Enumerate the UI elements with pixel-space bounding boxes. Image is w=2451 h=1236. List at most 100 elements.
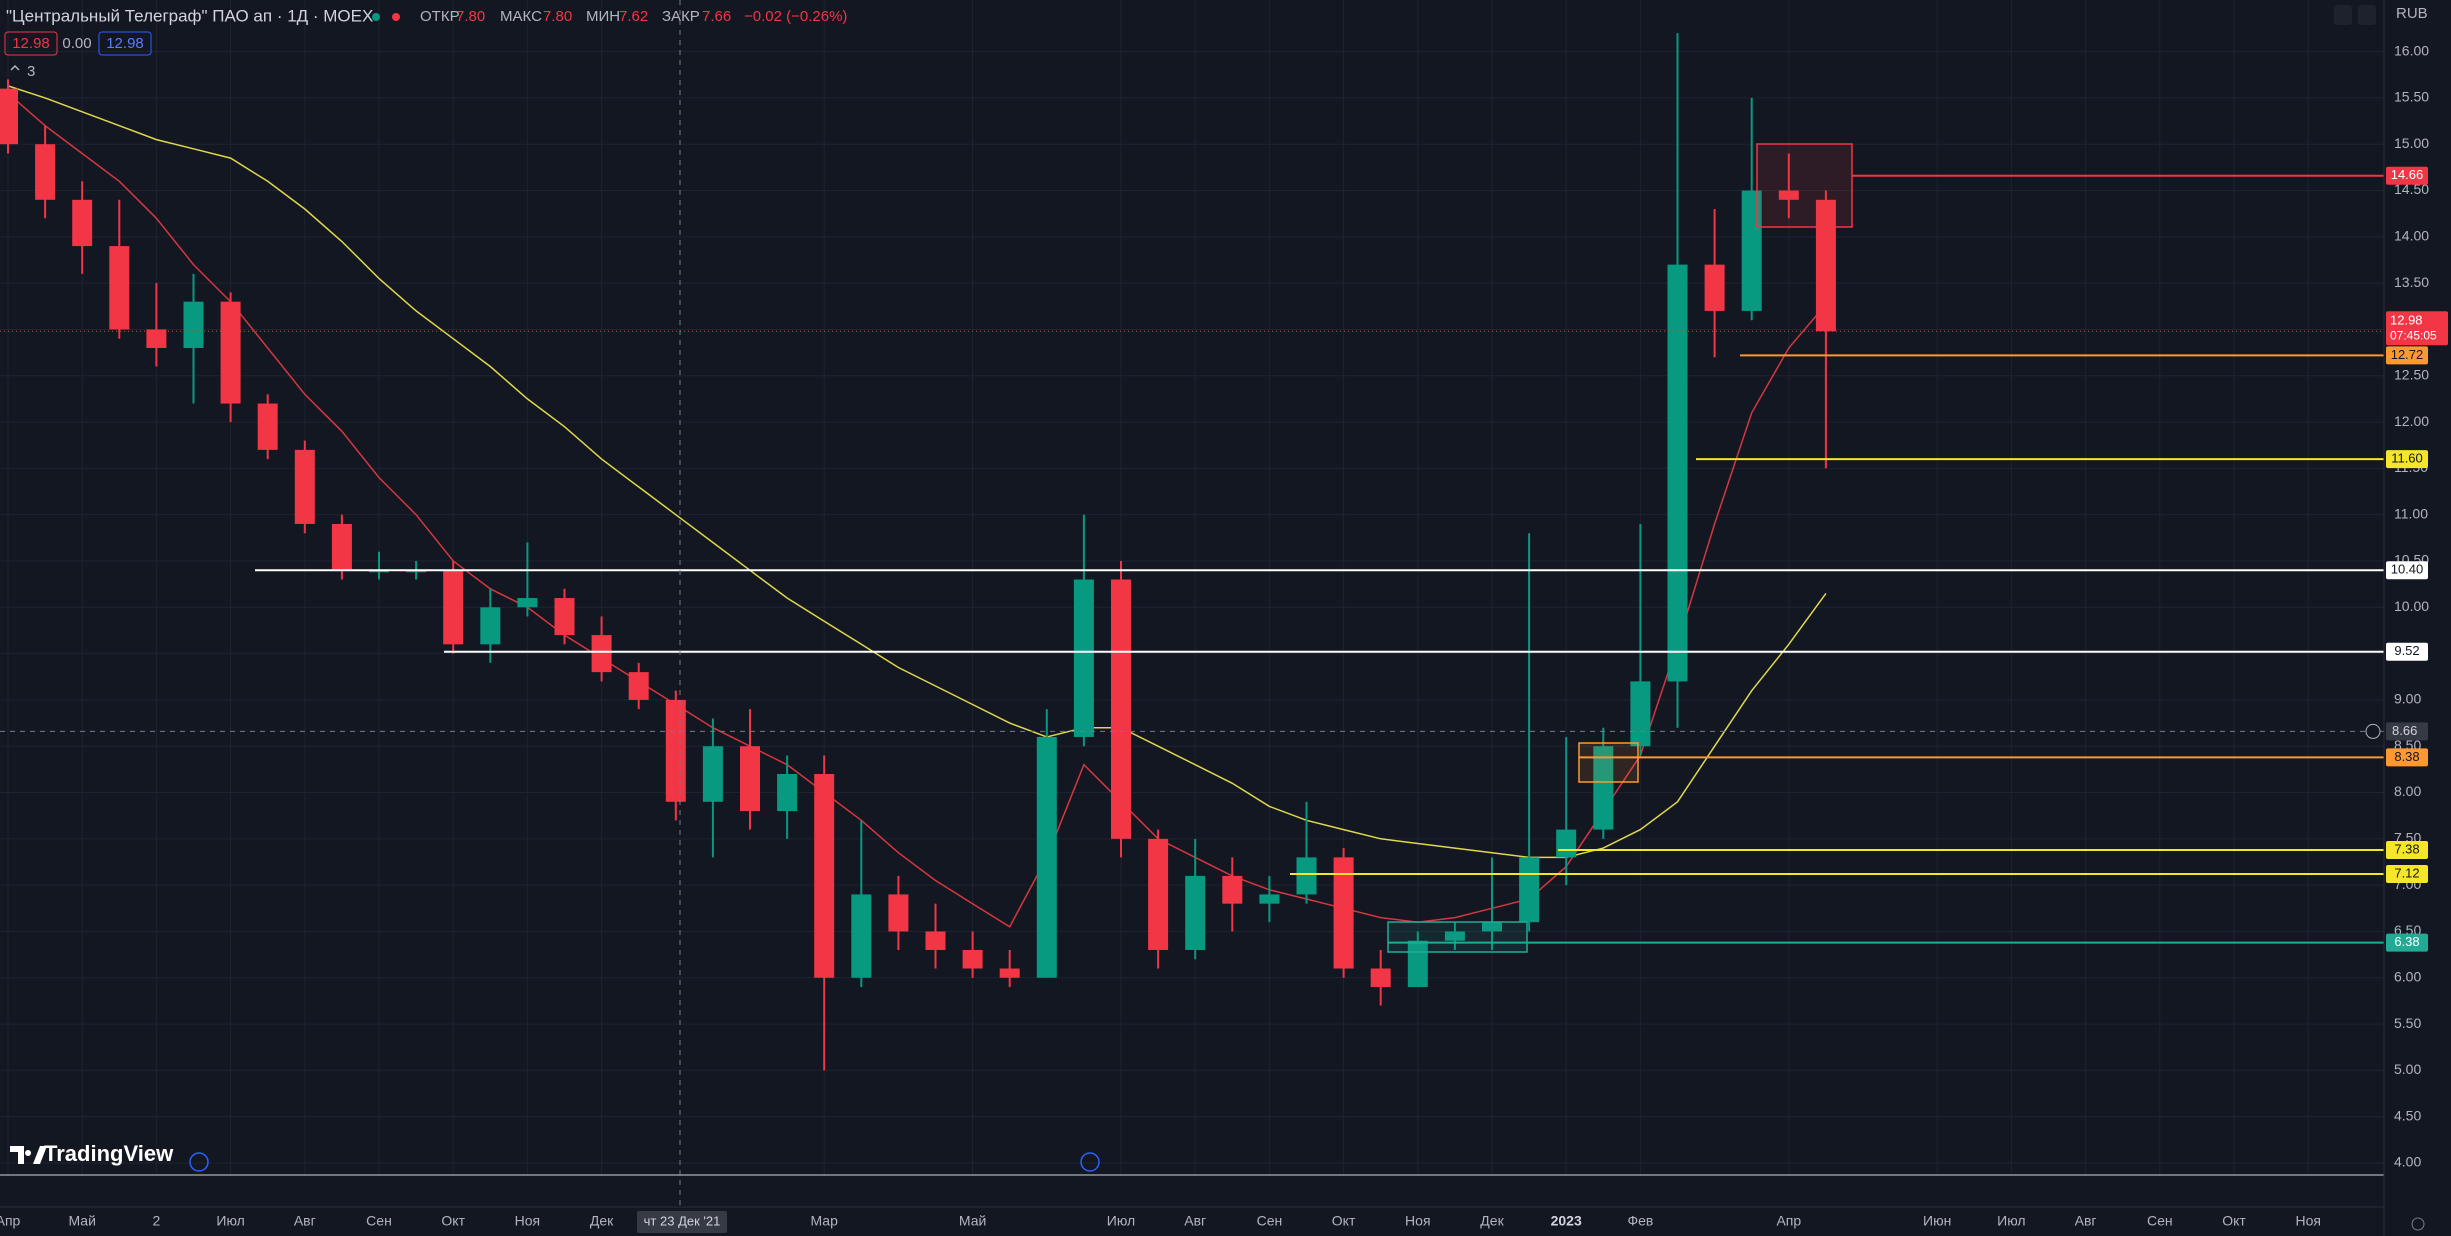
- last-price-label: 12.98: [2390, 313, 2423, 328]
- candle-body: [480, 607, 501, 645]
- x-tick-label: 2023: [1551, 1213, 1582, 1229]
- symbol-title: "Центральный Телеграф" ПАО ап · 1Д · MOE…: [6, 6, 373, 25]
- y-tick-label: 4.00: [2394, 1154, 2421, 1170]
- sell-button[interactable]: [4, 31, 58, 56]
- candle-body: [1704, 264, 1725, 311]
- candle-body: [146, 329, 167, 348]
- x-tick-label: Июн: [1923, 1213, 1951, 1229]
- candle-body: [1519, 857, 1540, 923]
- candle-body: [999, 968, 1020, 978]
- level-label: 6.38: [2394, 934, 2419, 949]
- candle-body: [72, 199, 93, 247]
- buy-button[interactable]: [98, 31, 152, 56]
- candle-body: [628, 672, 649, 700]
- candle-body: [1482, 922, 1502, 932]
- candle-body: [331, 523, 352, 571]
- zone: [1756, 143, 1853, 228]
- ohlc-value: 7.80: [543, 8, 572, 25]
- candle-body: [1333, 857, 1354, 969]
- candle-body: [925, 931, 946, 950]
- spread: 0.00: [62, 35, 91, 52]
- y-tick-label: 9.00: [2394, 691, 2421, 707]
- y-tick-label: 11.00: [2394, 505, 2428, 521]
- grid: [0, 0, 2384, 1175]
- currency[interactable]: RUB: [2396, 5, 2428, 22]
- candle-body: [554, 598, 575, 636]
- ohlc-value: 7.62: [619, 8, 648, 25]
- candle-body: [888, 894, 909, 932]
- level-badge: [2386, 346, 2428, 365]
- level-badge: [2386, 642, 2428, 661]
- dividend-marker[interactable]: [1080, 1152, 1100, 1172]
- candle-body: [777, 774, 798, 812]
- candle-body: [0, 88, 18, 145]
- candle-body: [591, 635, 612, 673]
- download-button[interactable]: [2334, 5, 2352, 25]
- level-label: 12.72: [2391, 347, 2424, 362]
- x-tick-label: Апр: [1776, 1213, 1801, 1229]
- plot: [0, 0, 2384, 1207]
- level-badge: [2386, 933, 2428, 952]
- y-tick-label: 14.50: [2394, 181, 2429, 197]
- candle-body: [1593, 746, 1614, 830]
- candle-body: [1444, 931, 1465, 941]
- x-tick-label: Май: [68, 1213, 95, 1229]
- overlay: 4.004.505.005.506.006.507.007.508.008.50…: [0, 42, 2448, 1233]
- candle-body: [1111, 579, 1131, 839]
- level-label: 9.52: [2394, 643, 2419, 658]
- y-tick-label: 12.50: [2394, 366, 2429, 382]
- x-tick-label: Ноя: [2295, 1213, 2320, 1229]
- x-tick-label: Окт: [2222, 1213, 2246, 1229]
- ohlc-label: МИН: [586, 8, 620, 25]
- collapse-icon[interactable]: [10, 64, 20, 71]
- last-price-badge: [2386, 311, 2448, 346]
- y-tick-label: 5.00: [2394, 1061, 2421, 1077]
- crosshair-plus: [2365, 723, 2381, 739]
- ohlc-label: МАКС: [500, 8, 542, 25]
- candle-body: [1370, 968, 1391, 988]
- candle-body: [443, 570, 464, 645]
- crosshair-price: 8.66: [2392, 723, 2417, 738]
- y-tick-label: 5.50: [2394, 1015, 2421, 1031]
- y-tick-label: 16.00: [2394, 42, 2429, 58]
- candle-body: [1667, 264, 1688, 682]
- settings-icon[interactable]: [2411, 1217, 2425, 1231]
- indicator-count[interactable]: 3: [27, 63, 35, 80]
- candle-body: [1815, 199, 1836, 332]
- sell-price[interactable]: 12.98: [12, 35, 50, 52]
- x-tick-label: Ноя: [515, 1213, 540, 1229]
- fullscreen-button[interactable]: [2358, 5, 2376, 25]
- x-tick-label: Окт: [441, 1213, 465, 1229]
- y-tick-label: 13.50: [2394, 274, 2429, 290]
- candle-body: [1556, 829, 1577, 858]
- level-badge: [2386, 840, 2428, 859]
- crosshair-date-badge: [637, 1211, 727, 1233]
- y-tick-label: 15.00: [2394, 135, 2429, 151]
- dividend-marker[interactable]: [189, 1152, 209, 1172]
- ohlc-value: 7.80: [456, 8, 485, 25]
- candle-body: [962, 949, 983, 969]
- y-tick-label: 14.00: [2394, 228, 2429, 244]
- candle-body: [35, 144, 56, 200]
- buy-price[interactable]: 12.98: [106, 35, 144, 52]
- level-label: 7.12: [2394, 865, 2419, 880]
- x-tick-label: Дек: [1480, 1213, 1504, 1229]
- crosshair-price-badge: [2386, 722, 2428, 741]
- zone: [1578, 742, 1639, 783]
- candle-body: [1222, 875, 1243, 904]
- candle-body: [1148, 838, 1169, 950]
- level-badge: [2386, 450, 2428, 469]
- status-dot: [392, 13, 400, 21]
- candle-body: [109, 246, 130, 330]
- brand-name: TradingView: [44, 1141, 174, 1166]
- candle-body: [702, 746, 723, 802]
- x-tick-label: Ноя: [1405, 1213, 1430, 1229]
- crosshair-date: чт 23 Дек '21: [644, 1213, 721, 1228]
- x-tick-label: Июл: [1997, 1213, 2025, 1229]
- candle-body: [1630, 681, 1651, 747]
- level-badge: [2386, 561, 2428, 580]
- y-tick-label: 6.00: [2394, 968, 2421, 984]
- x-tick-label: Дек: [590, 1213, 614, 1229]
- ohlc-value: 7.66: [702, 8, 731, 25]
